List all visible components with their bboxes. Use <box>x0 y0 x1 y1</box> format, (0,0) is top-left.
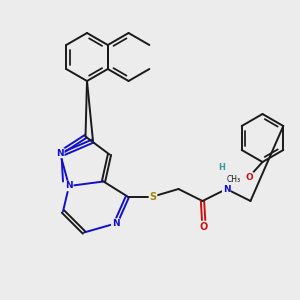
Text: S: S <box>149 191 157 202</box>
Text: N: N <box>65 182 73 190</box>
Text: H: H <box>219 164 225 172</box>
Text: N: N <box>56 148 64 158</box>
Text: N: N <box>112 219 119 228</box>
Text: O: O <box>200 221 208 232</box>
Text: CH₃: CH₃ <box>227 176 241 184</box>
Text: O: O <box>245 172 253 182</box>
Text: N: N <box>223 184 230 194</box>
